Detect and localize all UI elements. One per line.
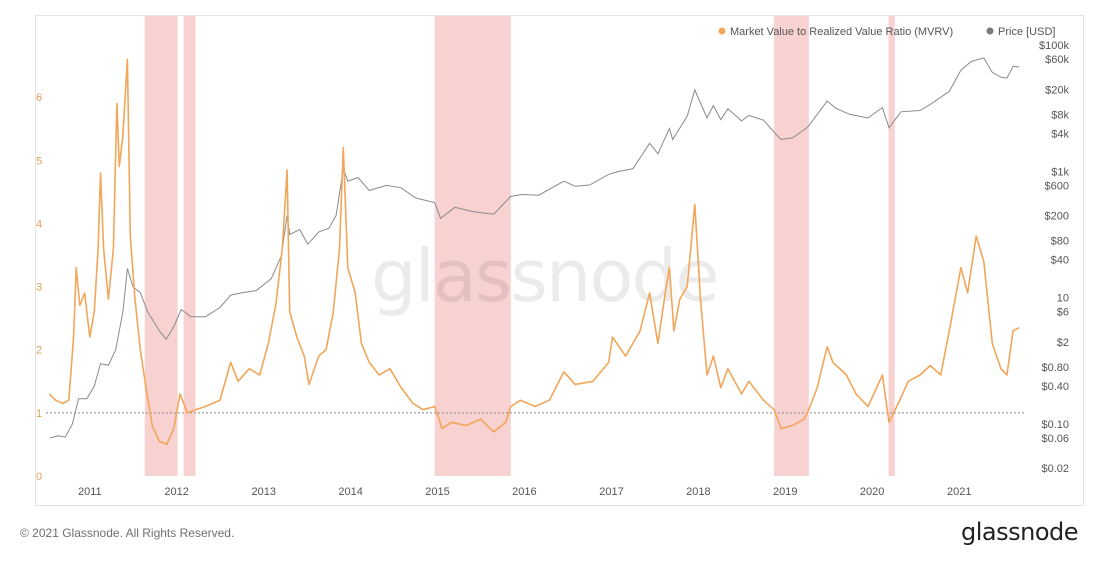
right-tick: $4k: [1051, 128, 1069, 140]
right-tick: $6: [1057, 307, 1069, 319]
shaded-periods: [144, 16, 895, 476]
left-tick-6: 6: [36, 92, 42, 104]
shaded-period-2: [434, 16, 511, 476]
right-tick: $2: [1057, 337, 1069, 349]
x-tick-2018: 2018: [686, 486, 710, 498]
right-tick: $0.80: [1041, 362, 1069, 374]
right-tick: $100k: [1039, 40, 1069, 52]
right-tick: $0.06: [1041, 433, 1069, 445]
shaded-period-1: [183, 16, 196, 476]
x-tick-2014: 2014: [338, 486, 362, 498]
legend-mvrv-label: Market Value to Realized Value Ratio (MV…: [730, 26, 953, 38]
x-tick-2012: 2012: [164, 486, 188, 498]
mvrv-chart: glassnode 2011 2012 2013 2014 2015 2016 2017 20…: [36, 16, 1069, 498]
left-tick-5: 5: [36, 155, 42, 167]
right-tick: 10: [1057, 293, 1069, 305]
chart-frame: glassnode 2011 2012 2013 2014 2015 2016 2017 20…: [35, 15, 1084, 506]
left-tick-3: 3: [36, 282, 42, 294]
right-tick: $1k: [1051, 166, 1069, 178]
legend-price-swatch: [986, 27, 994, 35]
left-tick-4: 4: [36, 218, 42, 230]
shaded-period-4: [888, 16, 895, 476]
copyright-text: © 2021 Glassnode. All Rights Reserved.: [20, 526, 235, 540]
right-tick: $20k: [1045, 84, 1069, 96]
left-tick-0: 0: [36, 471, 42, 483]
right-tick: $0.02: [1041, 463, 1069, 475]
x-tick-2020: 2020: [860, 486, 884, 498]
left-tick-2: 2: [36, 345, 42, 357]
right-tick: $8k: [1051, 109, 1069, 121]
left-tick-1: 1: [36, 408, 42, 420]
axis-ticks: 2011 2012 2013 2014 2015 2016 2017 2018 2019 2020…: [36, 40, 1069, 498]
x-tick-2021: 2021: [947, 486, 971, 498]
right-tick: $0.10: [1041, 419, 1069, 431]
right-tick: $200: [1045, 211, 1069, 223]
x-tick-2019: 2019: [773, 486, 797, 498]
x-tick-2016: 2016: [512, 486, 536, 498]
right-tick: $60k: [1045, 54, 1069, 66]
x-tick-2013: 2013: [252, 486, 276, 498]
price-line: [49, 57, 1020, 439]
series-lines: [48, 57, 1020, 446]
legend: Market Value to Realized Value Ratio (MV…: [718, 26, 1055, 38]
watermark: glassnode: [371, 234, 718, 318]
shaded-period-3: [774, 16, 809, 476]
right-tick: $80: [1051, 236, 1069, 248]
x-tick-2015: 2015: [425, 486, 449, 498]
shaded-period-0: [144, 16, 178, 476]
legend-price-label: Price [USD]: [998, 26, 1055, 38]
x-tick-2011: 2011: [78, 486, 102, 498]
glassnode-logo[interactable]: glassnode: [960, 518, 1079, 546]
right-tick: $0.40: [1041, 381, 1069, 393]
x-tick-2017: 2017: [599, 486, 623, 498]
right-tick: $600: [1045, 180, 1069, 192]
mvrv-line: [48, 58, 1020, 446]
legend-mvrv-swatch: [718, 27, 726, 35]
right-tick: $40: [1051, 255, 1069, 267]
